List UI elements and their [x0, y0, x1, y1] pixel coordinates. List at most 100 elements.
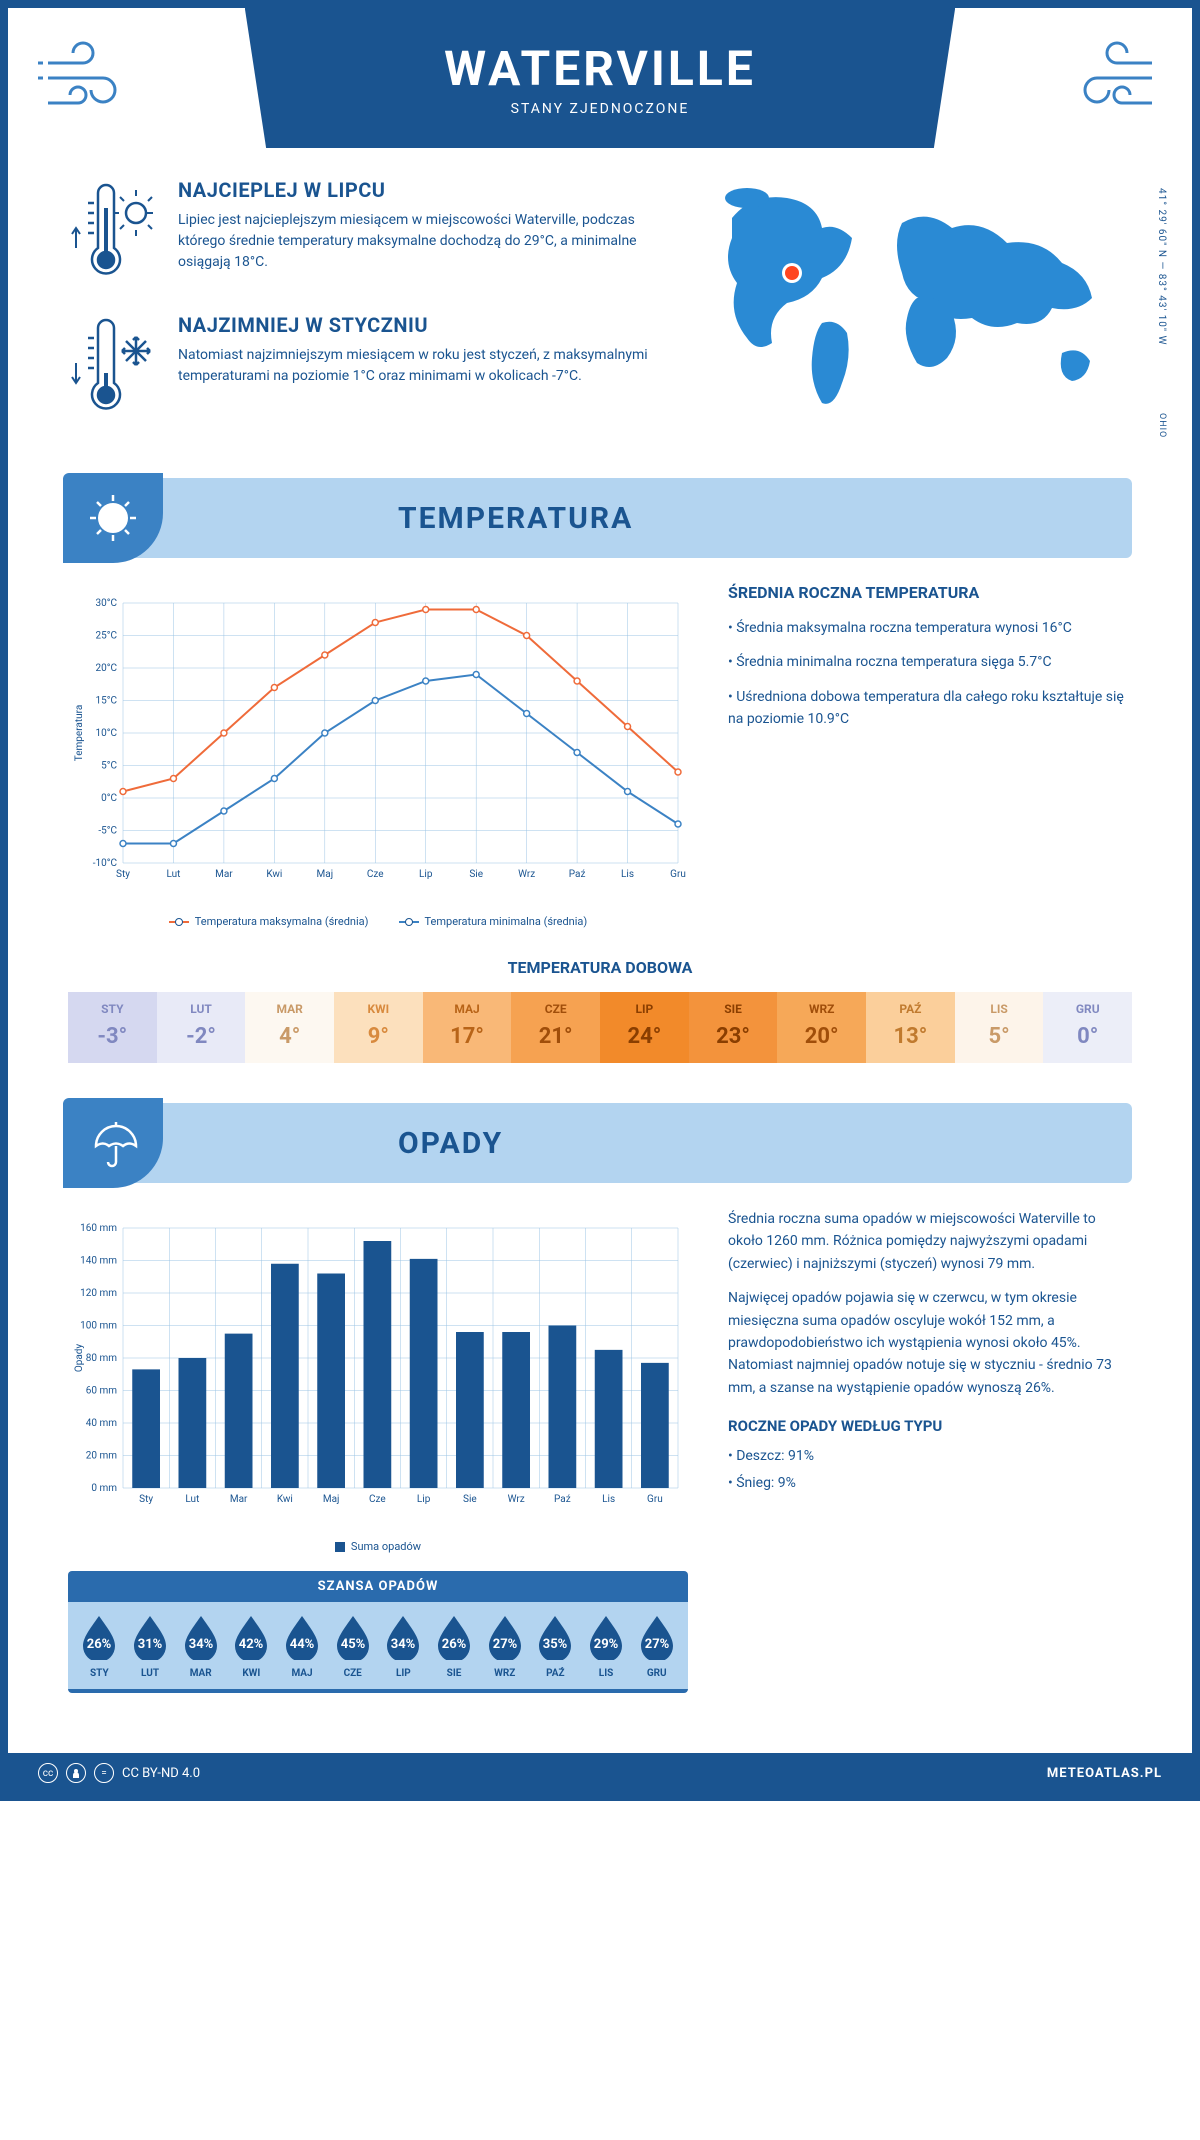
chance-cell: 42%KWI	[226, 1612, 277, 1679]
stat-bullet: • Uśredniona dobowa temperatura dla całe…	[728, 686, 1132, 731]
thermometer-hot-icon	[68, 178, 158, 288]
page-subtitle: STANY ZJEDNOCZONE	[511, 101, 690, 117]
svg-text:35%: 35%	[543, 1637, 568, 1652]
warmest-title: NAJCIEPLEJ W LIPCU	[178, 178, 652, 202]
coldest-text: Natomiast najzimniejszym miesiącem w rok…	[178, 345, 652, 387]
svg-text:-5°C: -5°C	[98, 826, 117, 837]
svg-text:60 mm: 60 mm	[86, 1386, 117, 1397]
header: WATERVILLE STANY ZJEDNOCZONE	[8, 8, 1192, 148]
svg-text:10°C: 10°C	[96, 728, 118, 739]
legend-min: Temperatura minimalna (średnia)	[425, 915, 588, 928]
svg-text:27%: 27%	[492, 1637, 517, 1652]
precip-para-2: Najwięcej opadów pojawia się w czerwcu, …	[728, 1287, 1132, 1399]
svg-text:45%: 45%	[340, 1637, 365, 1652]
svg-text:Mar: Mar	[230, 1494, 248, 1505]
chance-cell: 26%SIE	[429, 1612, 480, 1679]
chance-cell: 27%GRU	[631, 1612, 682, 1679]
precip-types-title: ROCZNE OPADY WEDŁUG TYPU	[728, 1417, 1132, 1435]
sun-icon	[86, 491, 141, 546]
daily-temp-title: TEMPERATURA DOBOWA	[68, 958, 1132, 977]
precip-chart-legend: Suma opadów	[68, 1540, 688, 1553]
license-text: CC BY-ND 4.0	[122, 1766, 200, 1781]
svg-text:140 mm: 140 mm	[80, 1256, 117, 1267]
avg-temp-title: ŚREDNIA ROCZNA TEMPERATURA	[728, 583, 1132, 602]
temp-cell: LIP24°	[600, 992, 689, 1063]
warmest-text: Lipiec jest najcieplejszym miesiącem w m…	[178, 210, 652, 273]
temperature-title: TEMPERATURA	[398, 501, 633, 536]
warmest-block: NAJCIEPLEJ W LIPCU Lipiec jest najcieple…	[68, 178, 652, 288]
world-map-icon	[692, 178, 1132, 418]
precip-bar-chart: 0 mm20 mm40 mm60 mm80 mm100 mm120 mm140 …	[68, 1208, 688, 1528]
umbrella-icon	[86, 1116, 141, 1171]
svg-text:27%: 27%	[644, 1637, 669, 1652]
svg-text:160 mm: 160 mm	[80, 1223, 117, 1234]
svg-text:Mar: Mar	[215, 869, 233, 880]
region-label: OHIO	[1157, 413, 1167, 438]
svg-text:Maj: Maj	[323, 1494, 340, 1505]
svg-text:Gru: Gru	[670, 869, 686, 880]
coordinates: 41° 29' 60" N — 83° 43' 10" W	[1156, 188, 1167, 345]
temp-chart-legend: Temperatura maksymalna (średnia) Tempera…	[68, 915, 688, 928]
header-ribbon: WATERVILLE STANY ZJEDNOCZONE	[245, 8, 955, 148]
wind-icon	[38, 28, 138, 128]
chance-cell: 44%MAJ	[277, 1612, 328, 1679]
precip-stats: Średnia roczna suma opadów w miejscowośc…	[728, 1208, 1132, 1693]
svg-text:34%: 34%	[391, 1637, 416, 1652]
svg-text:42%: 42%	[239, 1637, 264, 1652]
svg-text:Cze: Cze	[367, 869, 384, 880]
svg-text:40 mm: 40 mm	[86, 1418, 117, 1429]
footer: cc = CC BY-ND 4.0 METEOATLAS.PL	[8, 1753, 1192, 1793]
chance-cell: 31%LUT	[125, 1612, 176, 1679]
svg-text:100 mm: 100 mm	[80, 1321, 117, 1332]
chance-cell: 26%STY	[74, 1612, 125, 1679]
svg-text:Cze: Cze	[369, 1494, 386, 1505]
svg-text:25°C: 25°C	[96, 631, 118, 642]
svg-text:Temperatura: Temperatura	[74, 705, 85, 762]
temp-cell: MAR4°	[245, 992, 334, 1063]
svg-text:Kwi: Kwi	[266, 869, 282, 880]
svg-text:Gru: Gru	[647, 1494, 663, 1505]
svg-text:80 mm: 80 mm	[86, 1353, 117, 1364]
chance-title: SZANSA OPADÓW	[68, 1579, 688, 1594]
chance-box: SZANSA OPADÓW 26%STY31%LUT34%MAR42%KWI44…	[68, 1571, 688, 1693]
svg-text:Lip: Lip	[419, 869, 433, 880]
svg-text:34%: 34%	[188, 1637, 213, 1652]
stat-bullet: • Średnia maksymalna roczna temperatura …	[728, 617, 1132, 639]
svg-text:0°C: 0°C	[101, 793, 117, 804]
svg-text:Lut: Lut	[166, 869, 180, 880]
page-title: WATERVILLE	[444, 40, 756, 97]
footer-brand: METEOATLAS.PL	[1047, 1766, 1162, 1781]
chance-cell: 27%WRZ	[479, 1612, 530, 1679]
svg-text:Opady: Opady	[74, 1344, 85, 1373]
daily-temp-table: STY-3°LUT-2°MAR4°KWI9°MAJ17°CZE21°LIP24°…	[68, 992, 1132, 1063]
cc-icon: cc	[38, 1763, 58, 1783]
svg-text:Sie: Sie	[469, 869, 483, 880]
legend-max: Temperatura maksymalna (średnia)	[195, 915, 369, 928]
svg-text:5°C: 5°C	[101, 761, 117, 772]
thermometer-cold-icon	[68, 313, 158, 423]
svg-text:Paź: Paź	[569, 869, 586, 880]
chance-cell: 34%MAR	[175, 1612, 226, 1679]
svg-text:Lis: Lis	[621, 869, 634, 880]
intro-row: NAJCIEPLEJ W LIPCU Lipiec jest najcieple…	[68, 178, 1132, 448]
precip-snow: • Śnieg: 9%	[728, 1472, 1132, 1494]
temp-cell: MAJ17°	[423, 992, 512, 1063]
svg-text:Lis: Lis	[602, 1494, 615, 1505]
temp-cell: SIE23°	[689, 992, 778, 1063]
svg-text:29%: 29%	[594, 1637, 619, 1652]
chance-cell: 29%LIS	[581, 1612, 632, 1679]
svg-text:Wrz: Wrz	[508, 1494, 525, 1505]
chance-cell: 34%LIP	[378, 1612, 429, 1679]
temp-cell: KWI9°	[334, 992, 423, 1063]
svg-text:30°C: 30°C	[96, 598, 118, 609]
svg-text:Lip: Lip	[417, 1494, 431, 1505]
svg-text:Paź: Paź	[554, 1494, 571, 1505]
chance-cell: 35%PAŹ	[530, 1612, 581, 1679]
precip-rain: • Deszcz: 91%	[728, 1445, 1132, 1467]
svg-text:Lut: Lut	[185, 1494, 199, 1505]
by-icon	[66, 1763, 86, 1783]
map-column: 41° 29' 60" N — 83° 43' 10" W OHIO	[692, 178, 1132, 448]
legend-precip: Suma opadów	[351, 1540, 421, 1553]
wind-icon	[1062, 28, 1162, 128]
stat-bullet: • Średnia minimalna roczna temperatura s…	[728, 651, 1132, 673]
